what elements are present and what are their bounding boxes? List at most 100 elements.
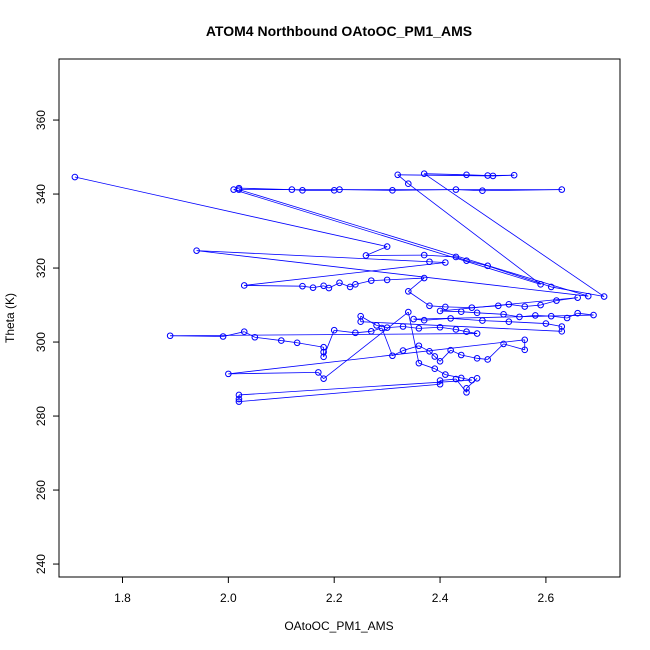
data-point (521, 303, 529, 310)
connecting-line (312, 285, 324, 289)
data-point (494, 302, 502, 310)
connecting-line (397, 174, 493, 177)
data-point (463, 171, 470, 179)
data-point (442, 303, 449, 311)
data-point (235, 395, 243, 403)
connecting-line (477, 357, 488, 360)
connecting-line (551, 286, 605, 297)
data-point (235, 398, 243, 405)
data-point (547, 312, 555, 320)
data-point (389, 352, 396, 360)
data-point (394, 171, 402, 179)
connecting-line (228, 339, 525, 375)
connecting-line (407, 311, 420, 364)
data-point (357, 312, 364, 320)
data-point (452, 186, 460, 193)
connecting-line (302, 285, 314, 289)
data-point (447, 315, 454, 322)
data-point (293, 339, 301, 347)
connecting-line (450, 317, 483, 321)
data-point (484, 262, 491, 270)
connecting-line (376, 325, 388, 329)
data-point (288, 186, 296, 193)
connecting-line (424, 173, 467, 176)
data-lines (74, 173, 605, 403)
data-point (320, 375, 327, 382)
connecting-line (318, 372, 324, 379)
connecting-line (408, 291, 430, 307)
connecting-line (387, 277, 425, 281)
connecting-line (323, 311, 409, 379)
data-point (383, 276, 391, 284)
connecting-line (450, 349, 462, 356)
connecting-line (503, 343, 525, 351)
data-point (563, 314, 571, 322)
data-point (71, 173, 79, 181)
data-point (542, 320, 550, 327)
data-point (431, 353, 439, 360)
data-point (426, 348, 433, 355)
connecting-line (434, 356, 441, 362)
data-point (367, 328, 375, 335)
data-point (468, 304, 476, 311)
data-point (537, 281, 544, 288)
data-point (240, 328, 248, 335)
connecting-line (434, 368, 446, 375)
connecting-line (339, 282, 351, 288)
data-point (574, 294, 581, 301)
connecting-line (334, 329, 356, 334)
data-point (452, 375, 460, 383)
data-point (500, 311, 507, 318)
x-tick-label: 2.2 (326, 591, 343, 605)
data-point (442, 259, 449, 266)
data-point (420, 170, 428, 177)
connecting-line (238, 189, 589, 297)
connecting-line (424, 317, 451, 321)
data-point (479, 317, 486, 324)
data-point (457, 308, 465, 316)
connecting-line (244, 331, 256, 338)
connecting-line (440, 297, 578, 312)
connecting-line (238, 379, 472, 396)
data-point (389, 187, 396, 194)
connecting-line (418, 326, 441, 329)
connecting-line (365, 246, 388, 256)
data-point (436, 377, 444, 384)
data-point (320, 353, 327, 361)
connecting-line (423, 173, 605, 297)
y-tick-label: 260 (34, 480, 48, 500)
data-point (452, 326, 460, 333)
connecting-line (408, 277, 425, 292)
data-point (240, 282, 248, 289)
data-point (558, 186, 566, 193)
connecting-line (371, 327, 382, 332)
data-point (399, 347, 407, 354)
data-point (574, 309, 581, 317)
data-point (315, 369, 322, 376)
data-point (505, 318, 513, 326)
x-tick-label: 2.0 (220, 591, 237, 605)
data-point (479, 187, 486, 195)
data-point (457, 351, 465, 359)
data-point (463, 389, 470, 396)
data-point (320, 343, 327, 351)
data-point (452, 253, 460, 261)
connecting-line (418, 345, 430, 352)
x-tick-label: 2.4 (432, 591, 449, 605)
data-point (436, 357, 444, 365)
data-point (436, 323, 444, 331)
data-point (320, 348, 327, 356)
data-point (600, 293, 608, 300)
connecting-line (170, 335, 224, 337)
data-point (473, 330, 481, 337)
x-axis-label: OAtoOC_PM1_AMS (284, 619, 393, 633)
data-point (193, 247, 200, 254)
data-point (420, 274, 428, 282)
data-point (426, 302, 433, 310)
x-tick-label: 2.6 (538, 591, 555, 605)
connecting-line (413, 318, 425, 321)
connecting-line (222, 331, 245, 337)
connecting-line (297, 342, 324, 348)
x-axis: 1.8 2.0 2.2 2.4 2.6 (114, 577, 555, 605)
